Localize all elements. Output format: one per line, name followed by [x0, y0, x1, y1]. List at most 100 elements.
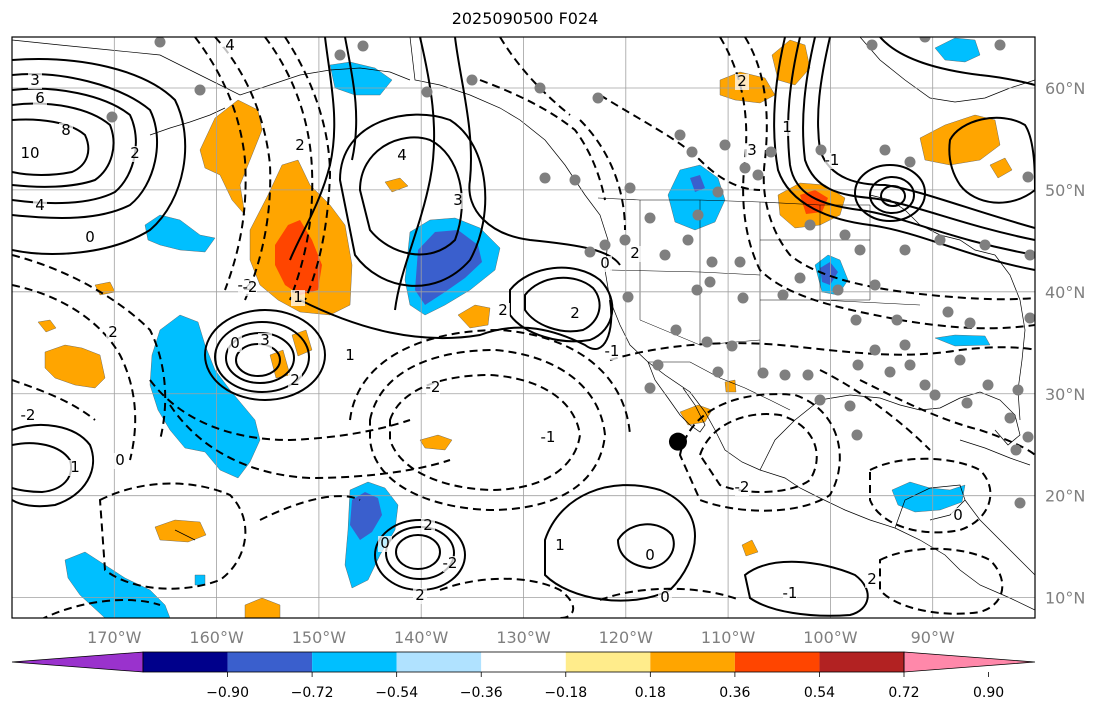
colorbar-tick-label: 0.36 [719, 685, 750, 701]
station-dot [712, 366, 724, 378]
shade-orange [37, 319, 57, 333]
station-dot [979, 239, 991, 251]
station-dot [904, 156, 916, 168]
canada-border [597, 197, 870, 206]
contour-dashed [194, 37, 247, 291]
lon-tick-label: 160°W [189, 628, 244, 647]
colorbar-high-arrow [903, 651, 1036, 673]
station-dot [844, 400, 856, 412]
shade-red [275, 220, 322, 295]
contour-label: 2 [130, 144, 140, 162]
contour-label: 1 [345, 346, 355, 364]
contour-label-bg [553, 538, 567, 554]
contour-dashed [609, 342, 1035, 361]
colorbar-segment [734, 652, 820, 672]
colorbar-tick-label: −0.90 [206, 685, 249, 701]
station-dot [804, 219, 816, 231]
shade-lightblue [667, 164, 726, 231]
station-dot [850, 314, 862, 326]
lon-tick-label: 150°W [292, 628, 347, 647]
alaska-coast [12, 39, 411, 96]
contour-label-bg [258, 333, 272, 349]
contours-dashed [12, 37, 1035, 618]
contour-dashed [439, 577, 575, 618]
contour-dashed [284, 37, 332, 301]
contour-dashed [12, 254, 167, 441]
contour-label: 0 [600, 254, 610, 272]
station-dot [866, 39, 878, 51]
contour-dashed [744, 37, 1035, 301]
colorbar-segment [396, 652, 482, 672]
station-dot [899, 244, 911, 256]
hawaii [174, 529, 196, 541]
coastlines [12, 37, 1035, 611]
station-dot [106, 111, 118, 123]
lat-tick-label: 60°N [1045, 79, 1085, 98]
contour-label: 0 [230, 334, 240, 352]
lat-tick-label: 40°N [1045, 283, 1085, 302]
contour-solid [854, 164, 926, 222]
contour-label: 1 [70, 458, 80, 476]
contour-solid [880, 185, 906, 207]
lon-tick-label: 120°W [599, 628, 654, 647]
contour-label: 0 [115, 451, 125, 469]
map-title: 2025090500 F024 [451, 9, 599, 28]
contour-dashed [349, 328, 631, 436]
shade-lightblue [934, 334, 991, 347]
station-dot [851, 429, 863, 441]
colorbar-tick-label: −0.36 [460, 685, 503, 701]
station-dot [802, 369, 814, 381]
contour-label: 2 [108, 323, 118, 341]
contour-dashed [479, 79, 606, 201]
contour-label-bg [426, 380, 440, 396]
contour-solid [12, 58, 187, 255]
contour-solid [338, 113, 487, 287]
contour-label-bg [951, 508, 965, 524]
contour-solid [358, 136, 463, 256]
colorbar-tick-label: −0.18 [544, 685, 587, 701]
aleutians [149, 107, 226, 136]
station-dot [904, 359, 916, 371]
station-dot [569, 174, 581, 186]
contour-label: 0 [380, 534, 390, 552]
colorbar-tick-label: 0.72 [888, 685, 919, 701]
station-dot [1024, 312, 1035, 324]
contour-label: 10 [20, 144, 39, 162]
station-dot [734, 256, 746, 268]
contour-label: 1 [293, 288, 303, 306]
contour-label: -2 [735, 478, 750, 496]
contour-dashed [41, 599, 161, 618]
contour-label-bg [83, 230, 97, 246]
contour-label-bg [541, 430, 555, 446]
station-dot [919, 379, 931, 391]
station-dot [599, 239, 611, 251]
station-dot [934, 234, 946, 246]
station-dot [652, 359, 664, 371]
contour-label: -2 [243, 278, 258, 296]
contour-label: -1 [541, 428, 556, 446]
station-dot [752, 169, 764, 181]
contour-solid [204, 309, 326, 401]
contour-solid [394, 37, 436, 311]
gridlines [12, 37, 1035, 618]
shade-lightblue [144, 214, 216, 253]
contour-label: 0 [660, 588, 670, 606]
contour-solid [12, 73, 158, 219]
contour-label: 1 [555, 536, 565, 554]
contour-dashed [259, 495, 361, 521]
contour-label-bg [421, 518, 435, 534]
station-dot [899, 339, 911, 351]
contour-solid [743, 560, 869, 617]
baja-coast [647, 361, 706, 433]
contour-solid [802, 37, 1035, 241]
station-dot [814, 394, 826, 406]
colorbar-tick-label: 0.54 [804, 685, 835, 701]
contour-solid [773, 37, 1035, 271]
contours [12, 37, 1035, 617]
contour-label: 2 [290, 371, 300, 389]
contour-dashed [499, 37, 571, 116]
station-dot [712, 186, 724, 198]
station-dot [421, 86, 433, 98]
station-dot [154, 37, 166, 48]
contour-solid [544, 484, 696, 602]
